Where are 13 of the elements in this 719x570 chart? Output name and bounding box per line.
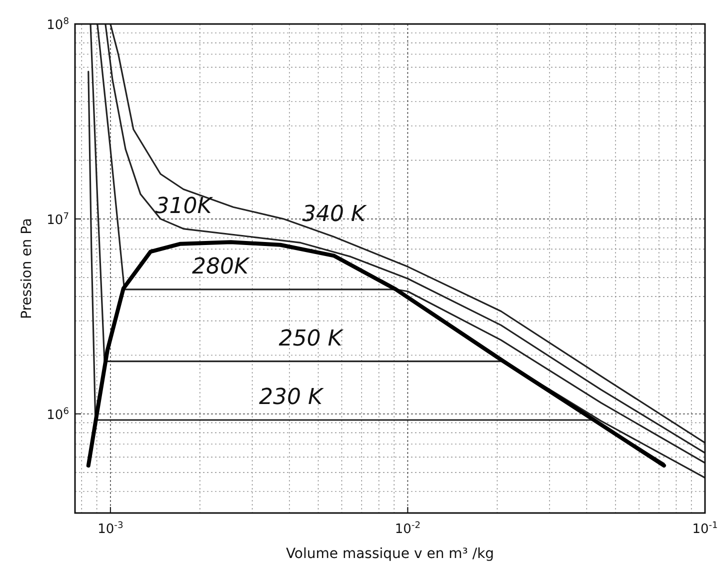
y-axis-title: Pression en Pa [19, 218, 35, 319]
x-tick-label: 10$^{-2}$ [394, 521, 421, 537]
annotation: 280K [192, 254, 250, 280]
x-axis-title: Volume massique v en m³ /kg [286, 546, 494, 562]
annotation: 340 K [302, 202, 368, 227]
annotation: 310K [155, 194, 214, 219]
y-tick-label: 10$^{8}$ [46, 17, 70, 33]
x-tick-label: 10$^{-3}$ [98, 521, 124, 537]
x-tick-label: 10$^{-1}$ [692, 521, 718, 537]
annotation: 230 K [258, 385, 324, 410]
annotation: 250 K [278, 326, 344, 352]
y-tick-label: 10$^{7}$ [46, 212, 70, 228]
y-tick-label: 10$^{6}$ [46, 406, 70, 423]
